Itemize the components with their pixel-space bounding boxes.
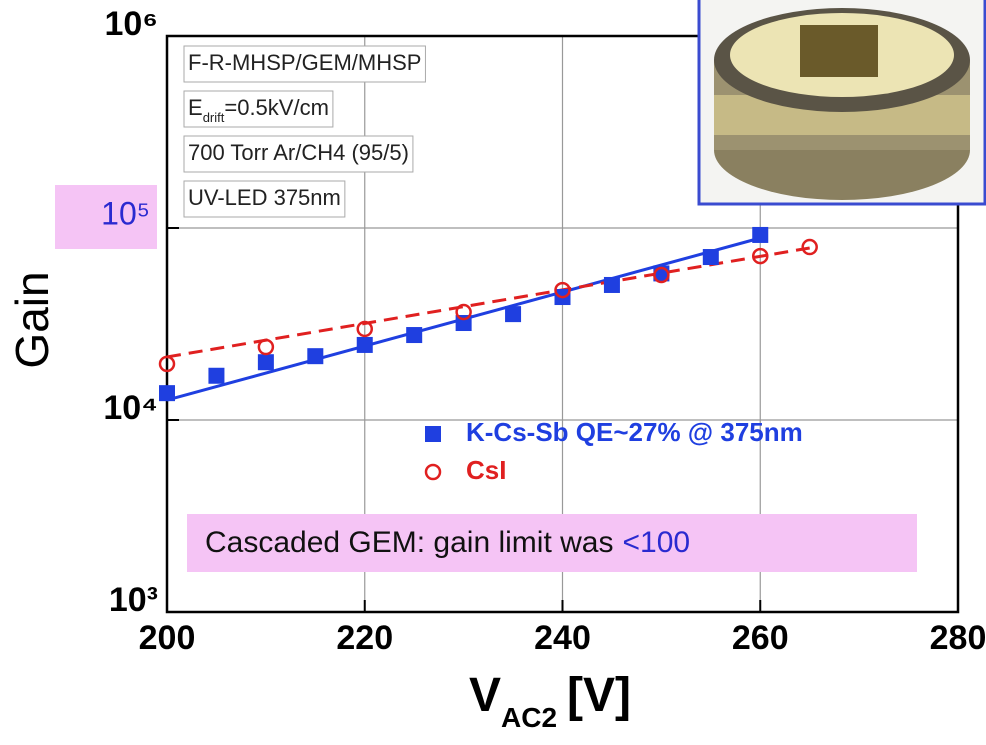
data-point (752, 227, 768, 243)
data-point (703, 249, 719, 265)
note-highlight: <100 (623, 526, 691, 559)
note-text: Cascaded GEM: gain limit was (205, 526, 614, 559)
chart: 200 220 240 260 280 10³ 10⁴ 10⁵ 10⁶ Gain VAC2 [V] F-… (0, 0, 986, 745)
x-axis-title-sub: AC2 (501, 702, 557, 733)
annotation: 700 Torr Ar/CH4 (95/5) (188, 140, 409, 165)
data-point (259, 340, 273, 354)
x-axis-title-main: V (469, 669, 501, 722)
x-tick-label: 220 (336, 619, 393, 657)
data-point (406, 327, 422, 343)
x-tick-label: 280 (930, 619, 986, 657)
legend-label: CsI (466, 455, 506, 485)
data-point (604, 277, 620, 293)
y-tick-label: 10³ (109, 581, 158, 619)
data-point (208, 368, 224, 384)
annotation: UV-LED 375nm (188, 185, 341, 210)
photo (699, 0, 985, 204)
annotation: F-R-MHSP/GEM/MHSP (188, 50, 421, 75)
x-tick-label: 260 (732, 619, 789, 657)
legend-label: K-Cs-Sb QE~27% @ 375nm (466, 417, 803, 447)
annotation-rest: =0.5kV/cm (224, 95, 329, 120)
x-axis-title: VAC2 [V] (469, 669, 631, 734)
y-axis-title: Gain (6, 271, 58, 368)
data-point (159, 385, 175, 401)
y-tick-label: 10⁵ (101, 195, 150, 231)
data-point (258, 354, 274, 370)
data-point (803, 240, 817, 254)
x-tick-label: 240 (534, 619, 591, 657)
data-point (357, 337, 373, 353)
annotation-main: E (188, 95, 203, 120)
y-tick-label: 10⁴ (103, 389, 158, 427)
y-tick-label: 10⁶ (105, 5, 158, 43)
annotation-sub: drift (203, 110, 225, 125)
legend-marker (425, 426, 441, 442)
data-point (505, 306, 521, 322)
x-axis-title-unit: [V] (567, 669, 631, 722)
page: {"chart_data": { "type": "scatter", "x_l… (0, 0, 986, 745)
x-tick-label: 200 (139, 619, 196, 657)
legend-marker (426, 465, 440, 479)
data-point (307, 348, 323, 364)
